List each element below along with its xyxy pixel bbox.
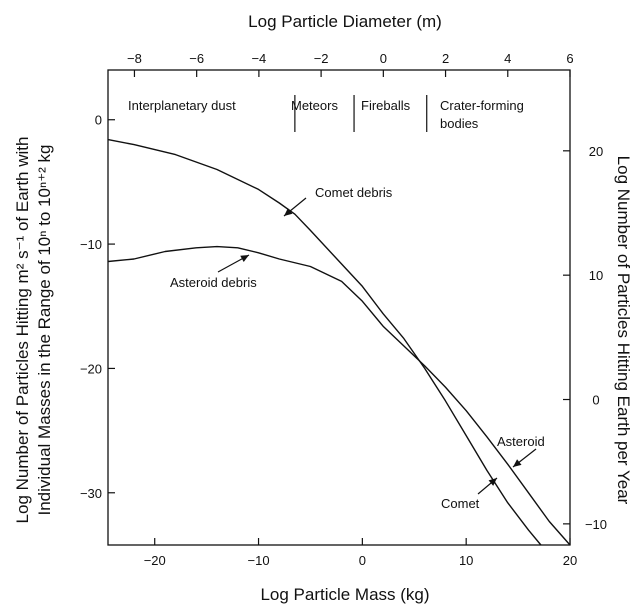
arrow-comet-debris-head: [284, 208, 293, 216]
x-tick-label: −20: [144, 553, 166, 568]
x2-tick-label: −2: [314, 51, 329, 66]
x-tick-label: 10: [459, 553, 473, 568]
x2-tick-label: 6: [566, 51, 573, 66]
annotation-asteroid: Asteroid: [497, 434, 545, 449]
y-tick-label: −10: [80, 237, 102, 252]
annotation-asteroid-debris: Asteroid debris: [170, 275, 257, 290]
arrow-comet-head: [488, 478, 497, 486]
y2-tick-label: 10: [589, 268, 603, 283]
axis-ticks: −20 −10 0 10 20−8 −6 −4 −2 0 2 4 60−10−20−3020100−1…: [80, 51, 607, 568]
y2-tick-label: −10: [585, 517, 607, 532]
region-label-crater: Crater-forming: [440, 98, 524, 113]
series-curves: [107, 138, 571, 546]
annotation-comet-debris: Comet debris: [315, 185, 393, 200]
x-tick-label: 20: [563, 553, 577, 568]
x2-tick-label: 4: [504, 51, 511, 66]
x2-tick-label: −4: [251, 51, 266, 66]
y-tick-label: −30: [80, 486, 102, 501]
x-tick-label: −10: [248, 553, 270, 568]
y-tick-label: −20: [80, 361, 102, 376]
plot-border: [107, 69, 571, 546]
y-axis-title-line-2: Individual Masses in the Range of 10ⁿ to…: [35, 144, 54, 515]
region-label-dust: Interplanetary dust: [128, 98, 236, 113]
region-label-meteors: Meteors: [291, 98, 338, 113]
x2-tick-label: 2: [442, 51, 449, 66]
region-label-crater-2: bodies: [440, 116, 479, 131]
x-tick-label: 0: [359, 553, 366, 568]
x2-axis-title: Log Particle Diameter (m): [248, 12, 442, 31]
annotation-comet: Comet: [441, 496, 480, 511]
x-axis-title: Log Particle Mass (kg): [260, 585, 429, 604]
y-axis-title-line-1: Log Number of Particles Hitting m² s⁻¹ o…: [13, 137, 32, 524]
arrow-asteroid-head: [513, 459, 522, 467]
x2-tick-label: 0: [380, 51, 387, 66]
y2-tick-label: 20: [589, 144, 603, 159]
plot-frame: [107, 69, 571, 546]
y2-axis-title: Log Number of Particles Hitting Earth pe…: [614, 156, 633, 505]
series-asteroid-debris: [107, 245, 571, 546]
arrow-asteroid-debris-head: [240, 255, 249, 263]
region-dividers: [294, 95, 428, 132]
annotations: [217, 197, 537, 495]
x2-tick-label: −6: [189, 51, 204, 66]
y2-tick-label: 0: [592, 393, 599, 408]
y-tick-label: 0: [95, 113, 102, 128]
series-comet-debris: [107, 138, 542, 546]
x2-tick-label: −8: [127, 51, 142, 66]
region-label-fireballs: Fireballs: [361, 98, 411, 113]
